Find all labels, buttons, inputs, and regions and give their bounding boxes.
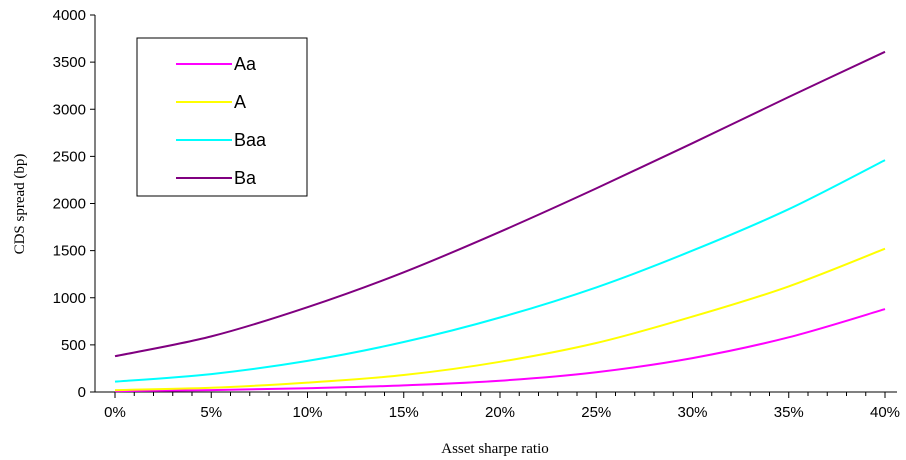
legend: Aa A Baa Ba	[136, 37, 308, 197]
y-tick-label: 2500	[53, 148, 86, 165]
y-tick-label: 500	[61, 337, 86, 354]
axes: 0 500 1000 1500 2000 2500 3000 3500 4000 0% 5% 10% 1…	[53, 7, 900, 421]
series-line-aa	[114, 308, 886, 393]
y-tick-label: 3000	[53, 101, 86, 118]
legend-label-ba: Ba	[234, 168, 257, 188]
x-tick-label: 20%	[485, 404, 515, 421]
x-axis-title: Asset sharpe ratio	[441, 441, 548, 457]
x-tick-label: 35%	[774, 404, 804, 421]
y-tick-label: 1500	[53, 243, 86, 260]
series-line-a	[114, 247, 886, 392]
x-tick-label: 5%	[200, 404, 222, 421]
series-line-ba	[114, 50, 886, 358]
y-tick-label: 3500	[53, 54, 86, 71]
y-tick-label: 2000	[53, 196, 86, 213]
legend-box	[136, 37, 308, 197]
x-tick-label: 30%	[677, 404, 707, 421]
x-tick-label: 15%	[389, 404, 419, 421]
legend-label-a: A	[234, 92, 246, 112]
x-tick-label: 10%	[292, 404, 322, 421]
legend-label-baa: Baa	[234, 130, 267, 150]
x-tick-label: 25%	[581, 404, 611, 421]
x-tick-label: 40%	[870, 404, 900, 421]
series-line-baa	[114, 159, 886, 383]
y-tick-label: 0	[78, 384, 86, 401]
series-layer	[114, 50, 886, 393]
legend-label-aa: Aa	[234, 54, 257, 74]
x-tick-label: 0%	[104, 404, 126, 421]
y-tick-label: 4000	[53, 7, 86, 24]
y-axis-title: CDS spread (bp)	[12, 154, 28, 255]
y-tick-label: 1000	[53, 290, 86, 307]
